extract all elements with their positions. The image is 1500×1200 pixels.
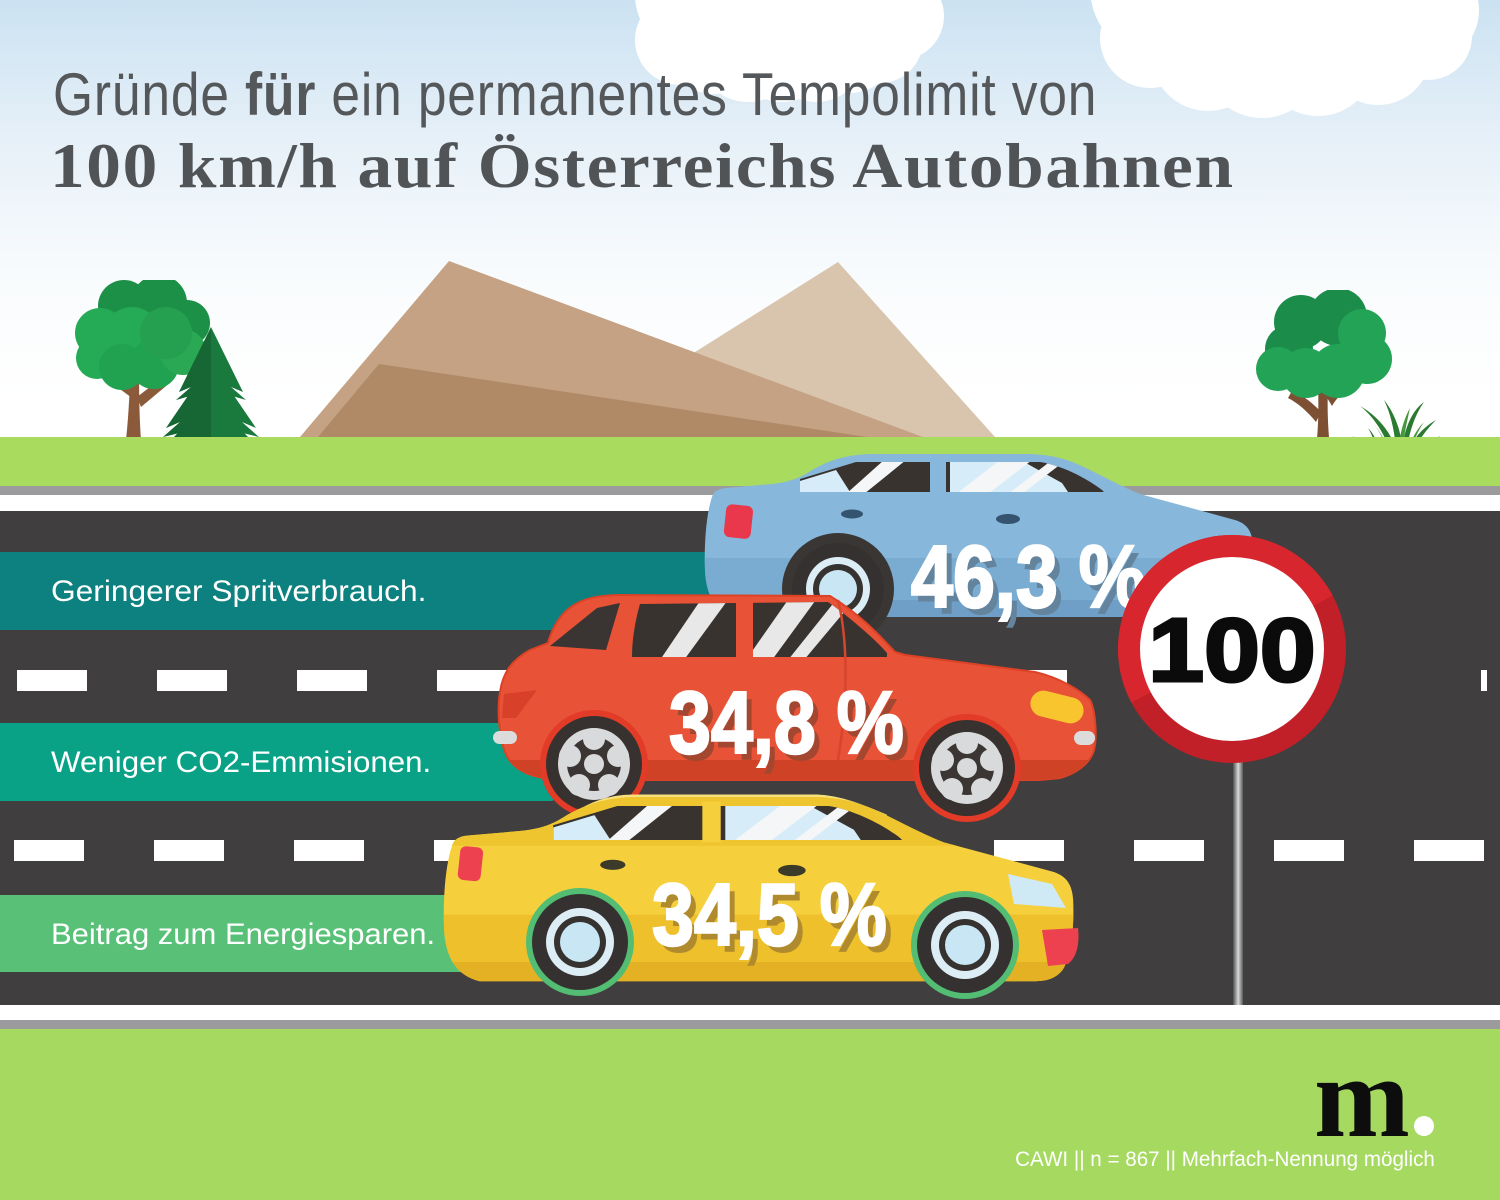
- svg-text:100: 100: [1148, 601, 1315, 701]
